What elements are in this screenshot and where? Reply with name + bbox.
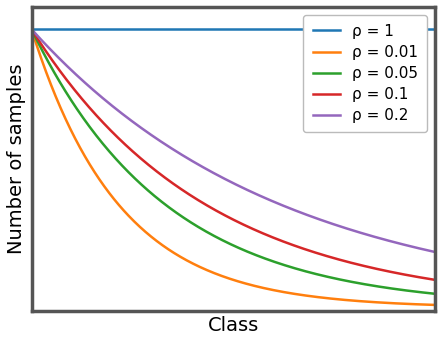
- Line: ρ = 0.01: ρ = 0.01: [31, 29, 435, 305]
- ρ = 0.05: [269, 259, 274, 263]
- ρ = 0.2: [360, 231, 365, 235]
- ρ = 0.05: [360, 282, 365, 286]
- ρ = 0.01: [432, 303, 438, 307]
- Legend: ρ = 1, ρ = 0.01, ρ = 0.05, ρ = 0.1, ρ = 0.2: ρ = 1, ρ = 0.01, ρ = 0.05, ρ = 0.1, ρ = …: [303, 15, 427, 132]
- ρ = 0.01: [29, 27, 34, 31]
- ρ = 0.01: [223, 275, 228, 279]
- ρ = 0.2: [29, 27, 34, 31]
- ρ = 0.1: [223, 214, 228, 218]
- ρ = 1: [432, 27, 438, 31]
- ρ = 0.1: [423, 276, 428, 280]
- ρ = 0.2: [221, 176, 226, 180]
- ρ = 1: [221, 27, 226, 31]
- ρ = 0.2: [223, 177, 228, 181]
- Line: ρ = 0.05: ρ = 0.05: [31, 29, 435, 294]
- ρ = 0.05: [247, 251, 252, 255]
- ρ = 0.05: [223, 240, 228, 244]
- ρ = 0.01: [423, 303, 428, 307]
- ρ = 1: [29, 27, 34, 31]
- ρ = 1: [360, 27, 365, 31]
- ρ = 0.2: [269, 199, 274, 203]
- ρ = 0.01: [247, 282, 252, 287]
- ρ = 0.1: [360, 263, 365, 267]
- ρ = 0.1: [432, 278, 438, 282]
- ρ = 0.05: [221, 238, 226, 242]
- ρ = 1: [423, 27, 428, 31]
- ρ = 1: [223, 27, 228, 31]
- ρ = 0.1: [221, 212, 226, 216]
- ρ = 1: [247, 27, 252, 31]
- Y-axis label: Number of samples: Number of samples: [7, 64, 26, 254]
- ρ = 0.01: [221, 274, 226, 278]
- Line: ρ = 0.1: ρ = 0.1: [31, 29, 435, 280]
- ρ = 0.05: [432, 292, 438, 296]
- X-axis label: Class: Class: [208, 316, 259, 335]
- ρ = 0.2: [423, 248, 428, 252]
- ρ = 0.01: [360, 299, 365, 303]
- ρ = 0.01: [269, 288, 274, 292]
- ρ = 0.1: [269, 235, 274, 239]
- ρ = 0.05: [29, 27, 34, 31]
- ρ = 1: [269, 27, 274, 31]
- Line: ρ = 0.2: ρ = 0.2: [31, 29, 435, 252]
- ρ = 0.1: [247, 225, 252, 229]
- ρ = 0.2: [432, 250, 438, 254]
- ρ = 0.05: [423, 291, 428, 295]
- ρ = 0.1: [29, 27, 34, 31]
- ρ = 0.2: [247, 189, 252, 193]
